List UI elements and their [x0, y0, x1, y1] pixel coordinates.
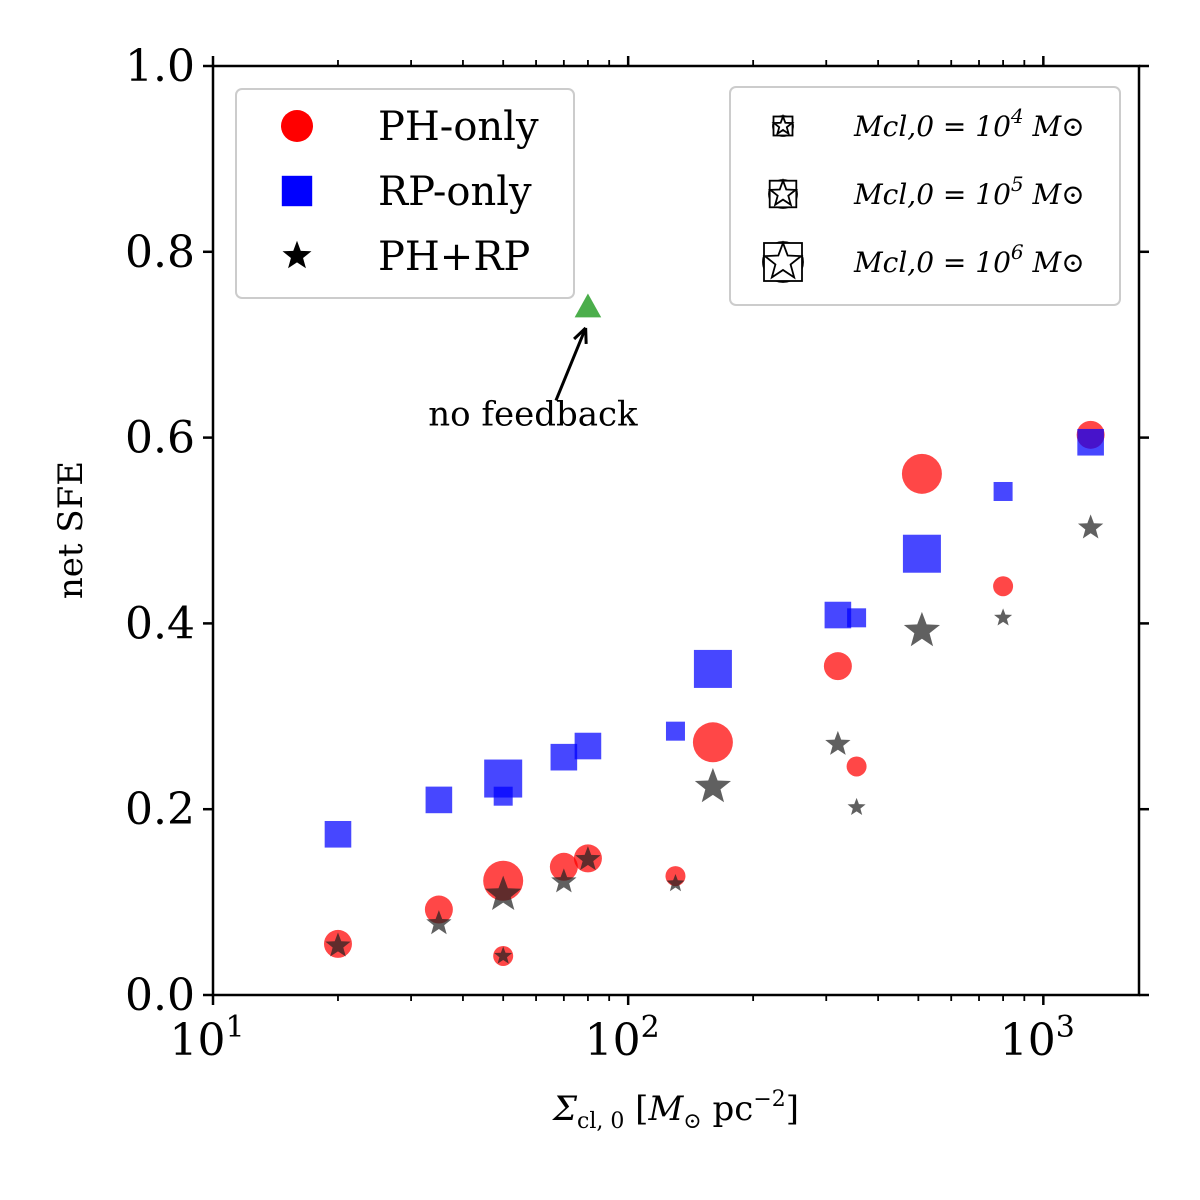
circle-point	[846, 756, 867, 777]
axis-ticks: 0.0 0.2 0.4 0.6 0.8 1.0 101 102 103	[125, 41, 1149, 1066]
square-point	[574, 732, 602, 760]
square-point	[693, 649, 732, 688]
y-tick-label: 1.0	[125, 41, 195, 92]
circle-point	[692, 722, 733, 763]
no-feedback-annotation: no feedback	[428, 326, 638, 434]
annotation-arrowhead	[573, 326, 588, 345]
star-point	[694, 767, 731, 803]
legend-mass-star	[767, 178, 799, 207]
circle-point	[549, 852, 578, 881]
x-tick-label: 102	[585, 1010, 660, 1066]
legend-box	[235, 88, 575, 299]
plot-frame	[211, 64, 1141, 997]
y-tick-label: 0.6	[125, 413, 195, 464]
square-point	[493, 786, 513, 806]
square-point	[550, 743, 578, 771]
legend-label: PH-only	[378, 104, 539, 150]
star-point	[1077, 514, 1104, 539]
circle-point	[901, 453, 942, 494]
square-point	[1077, 428, 1104, 456]
legend-mass-star	[762, 240, 804, 280]
square-point	[993, 481, 1013, 501]
y-tick-label: 0.2	[125, 784, 195, 835]
circle-point	[823, 652, 852, 681]
square-point	[902, 534, 941, 573]
star-point	[485, 875, 522, 911]
circle-point	[424, 895, 453, 924]
x-tick-label: 103	[1000, 1010, 1075, 1066]
legend-mass-label: Mcl,0 = 104 M⊙	[853, 104, 1085, 143]
legend-mass-label: Mcl,0 = 105 M⊙	[853, 172, 1085, 211]
data-marks	[323, 293, 1105, 966]
legend-cluster-mass: Mcl,0 = 104 M⊙ Mcl,0 = 105 M⊙ Mcl,0 = 106 …	[729, 86, 1121, 306]
legend-mass-label: Mcl,0 = 106 M⊙	[853, 240, 1085, 279]
no-feedback-point	[574, 293, 602, 318]
square-point	[847, 608, 867, 628]
star-point	[903, 611, 940, 647]
legend-label: PH+RP	[378, 234, 530, 280]
star-point	[847, 797, 866, 816]
x-tick-label: 101	[169, 1010, 244, 1066]
legend-marker-square	[281, 175, 313, 207]
square-point	[324, 820, 352, 848]
y-axis-title: net SFE	[51, 461, 91, 599]
legend-mass-star	[771, 113, 795, 136]
square-point	[425, 786, 453, 814]
y-tick-label: 0.4	[125, 598, 195, 649]
star-point	[666, 874, 685, 892]
legend-feedback-types: PH-only RP-only PH+RP	[235, 88, 575, 299]
legend-marker-circle	[281, 110, 313, 142]
circle-point	[993, 576, 1014, 597]
star-point	[325, 932, 351, 957]
square-point	[665, 721, 685, 741]
x-axis-title: Σcl, 0 [M⊙ pc−2]	[551, 1087, 799, 1134]
star-point	[494, 946, 513, 964]
annotation-arrow	[554, 327, 588, 402]
star-point	[825, 730, 851, 755]
star-point	[426, 910, 452, 935]
y-tick-label: 0.8	[125, 227, 195, 278]
legend-label: RP-only	[378, 169, 532, 215]
legend-box	[729, 86, 1121, 306]
star-point	[994, 608, 1013, 626]
square-point	[824, 601, 852, 629]
annotation-label: no feedback	[428, 394, 638, 434]
legend-marker-star	[282, 240, 312, 269]
star-point	[575, 846, 601, 871]
y-tick-label: 0.0	[125, 970, 195, 1021]
star-point	[551, 868, 577, 893]
